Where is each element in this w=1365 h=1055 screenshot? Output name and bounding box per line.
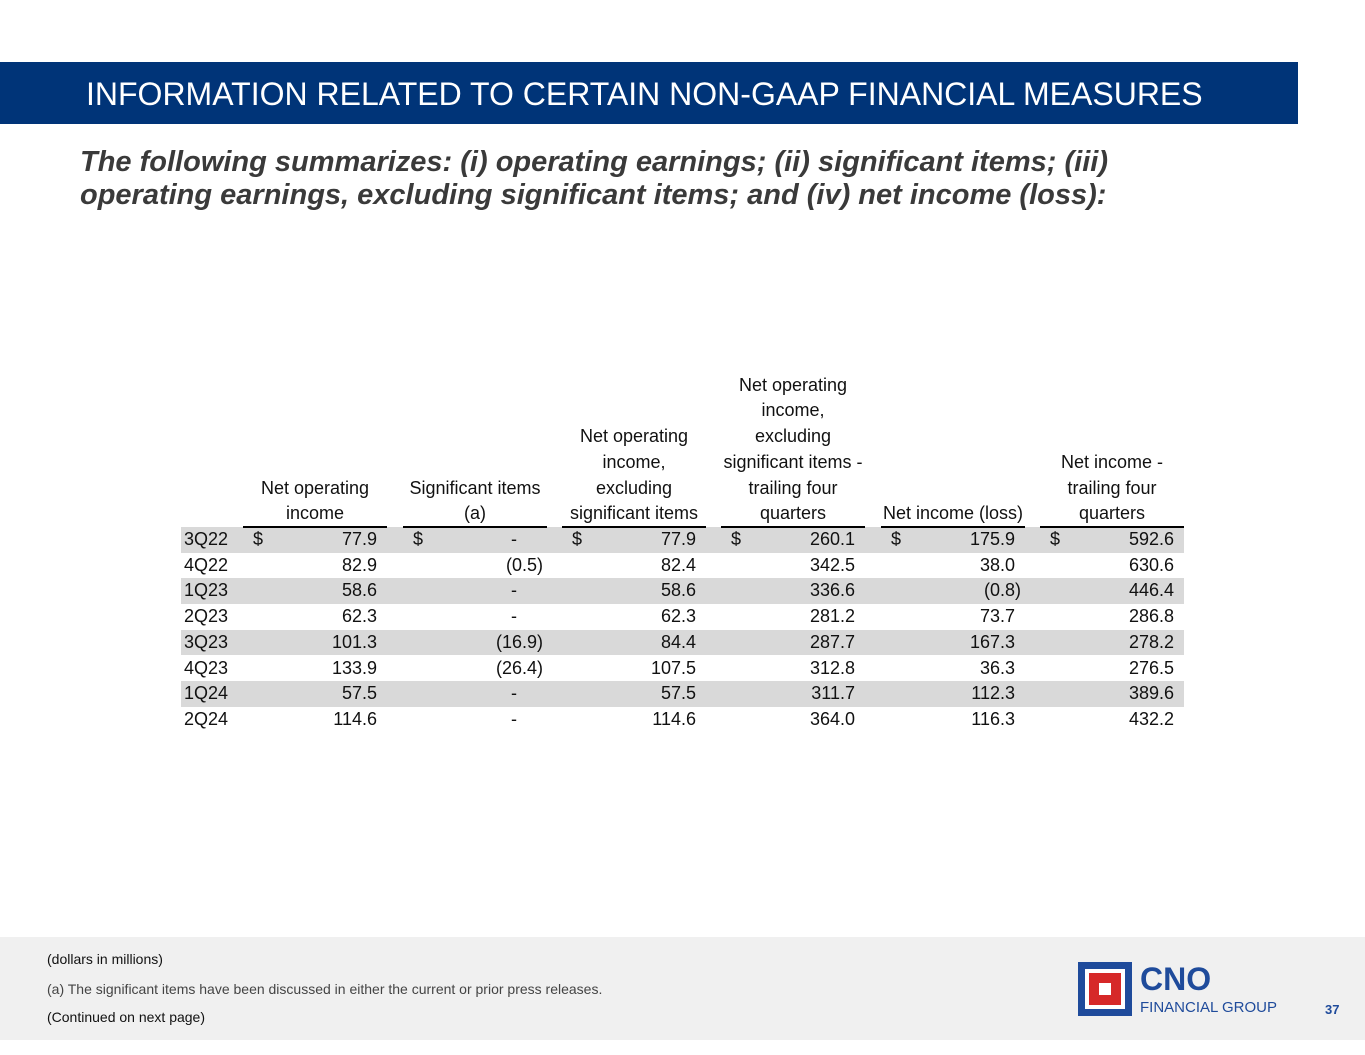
table-value: 58.6 (341, 580, 377, 601)
table-value: 432.2 (1128, 708, 1174, 729)
table-value: 62.3 (341, 606, 377, 627)
table-value: 112.3 (971, 683, 1015, 704)
table-value: 62.3 (660, 606, 696, 627)
currency-symbol: $ (1050, 529, 1061, 549)
table-value: 57.5 (660, 683, 696, 704)
row-label: 4Q22 (184, 554, 229, 575)
table-value: 77.9 (341, 529, 377, 549)
table-value: 446.4 (1128, 580, 1174, 601)
table-value: 107.5 (650, 657, 696, 678)
column-header: Net income - trailing four quarters (1060, 451, 1164, 524)
table-value: 36.3 (979, 657, 1015, 678)
row-label: 2Q23 (184, 606, 229, 627)
table-value: - (511, 683, 517, 704)
logo-tagline: FINANCIAL GROUP (1140, 999, 1277, 1016)
currency-symbol: $ (413, 529, 424, 549)
currency-symbol: $ (572, 529, 583, 549)
table-value: - (511, 708, 517, 729)
header-underline (403, 526, 547, 528)
note: (dollars in millions) (47, 951, 163, 967)
row-label: 2Q24 (184, 708, 229, 729)
table-value: 260.1 (809, 529, 855, 549)
currency-symbol: $ (731, 529, 742, 549)
table-value: 175.9 (969, 529, 1015, 549)
table-value: 276.5 (1128, 657, 1174, 678)
table-value: 82.9 (341, 554, 377, 575)
table-value: 287.7 (809, 631, 855, 652)
table-value: 116.3 (971, 708, 1015, 729)
row-shade (181, 527, 1184, 553)
header-underline (1040, 526, 1184, 528)
note: (a) The significant items have been disc… (47, 981, 603, 997)
row-shade (181, 629, 1184, 656)
column-header: Net operating income (260, 477, 370, 524)
logo-name: CNO (1140, 961, 1212, 997)
subtitle: The following summarizes: (i) operating … (80, 146, 1108, 211)
column-header: Net operating income, excluding signific… (569, 426, 699, 524)
table-value: (16.9) (495, 631, 543, 652)
table-value: (0.8) (983, 580, 1021, 601)
table-value: 77.9 (660, 529, 696, 549)
table-value: 364.0 (809, 708, 855, 729)
table-value: 57.5 (341, 683, 377, 704)
header-underline (562, 526, 706, 528)
table-value: 281.2 (809, 606, 855, 627)
table-value: 114.6 (652, 708, 696, 729)
row-label: 3Q22 (184, 529, 229, 549)
table-value: - (511, 529, 517, 549)
table-value: 38.0 (979, 554, 1015, 575)
table-value: 311.7 (811, 683, 855, 704)
header-underline (721, 526, 865, 528)
table-value: 84.4 (660, 631, 696, 652)
table-value: 58.6 (660, 580, 696, 601)
currency-symbol: $ (891, 529, 902, 549)
table-value: 286.8 (1128, 606, 1174, 627)
column-header: Net income (loss) (882, 503, 1024, 524)
footer (0, 937, 1365, 1040)
row-label: 3Q23 (184, 631, 229, 652)
table-value: 73.7 (979, 606, 1015, 627)
table-value: 312.8 (809, 657, 855, 678)
table-value: 133.9 (331, 657, 377, 678)
slide-title: INFORMATION RELATED TO CERTAIN NON-GAAP … (86, 76, 1203, 112)
header-underline (243, 526, 387, 528)
header-underline (881, 526, 1025, 528)
table-value: 101.3 (331, 631, 377, 652)
table-value: 342.5 (809, 554, 855, 575)
table-value: 592.6 (1128, 529, 1174, 549)
row-label: 4Q23 (184, 657, 229, 678)
currency-symbol: $ (253, 529, 264, 549)
table-value: - (511, 580, 517, 601)
table-value: 278.2 (1128, 631, 1174, 652)
logo-mark (1078, 962, 1132, 1016)
table-value: 336.6 (809, 580, 855, 601)
table-value: (26.4) (495, 657, 543, 678)
table-value: 82.4 (660, 554, 696, 575)
column-header: Net operating income, excluding signific… (723, 374, 863, 524)
table-value: 167.3 (969, 631, 1015, 652)
row-shade (181, 578, 1184, 605)
table-value: 630.6 (1128, 554, 1174, 575)
row-shade (181, 681, 1184, 707)
table-value: - (511, 606, 517, 627)
table-value: 114.6 (333, 708, 377, 729)
header-bar (0, 62, 1298, 124)
page-number: 37 (1325, 1002, 1340, 1017)
note: (Continued on next page) (47, 1009, 205, 1025)
row-label: 1Q23 (184, 580, 229, 601)
column-header: Significant items (a) (409, 477, 541, 524)
table-value: 389.6 (1128, 683, 1174, 704)
row-label: 1Q24 (184, 683, 229, 704)
table-value: (0.5) (505, 554, 543, 575)
